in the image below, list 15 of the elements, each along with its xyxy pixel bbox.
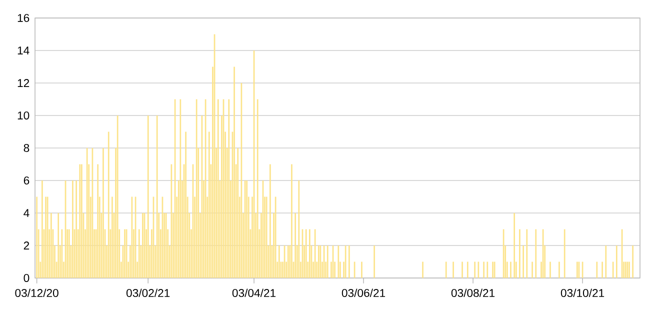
- x-tick-label: 03/08/21: [451, 288, 495, 298]
- y-tick-label: 12: [18, 79, 30, 87]
- x-tick-label: 03/12/20: [15, 288, 58, 298]
- y-tick-label: 6: [24, 176, 30, 184]
- x-tick-label: 03/06/21: [342, 288, 386, 298]
- y-tick-label: 14: [18, 46, 30, 54]
- x-tick-label: 03/04/21: [232, 288, 276, 298]
- x-tick-label: 03/10/21: [560, 288, 604, 298]
- y-tick-label: 8: [24, 144, 30, 152]
- y-tick-label: 10: [18, 111, 30, 120]
- y-tick-label: 2: [24, 242, 30, 250]
- x-tick-label: 03/02/21: [126, 288, 170, 298]
- y-tick-label: 16: [18, 14, 30, 22]
- y-tick-label: 0: [24, 274, 30, 282]
- y-tick-label: 4: [24, 209, 30, 217]
